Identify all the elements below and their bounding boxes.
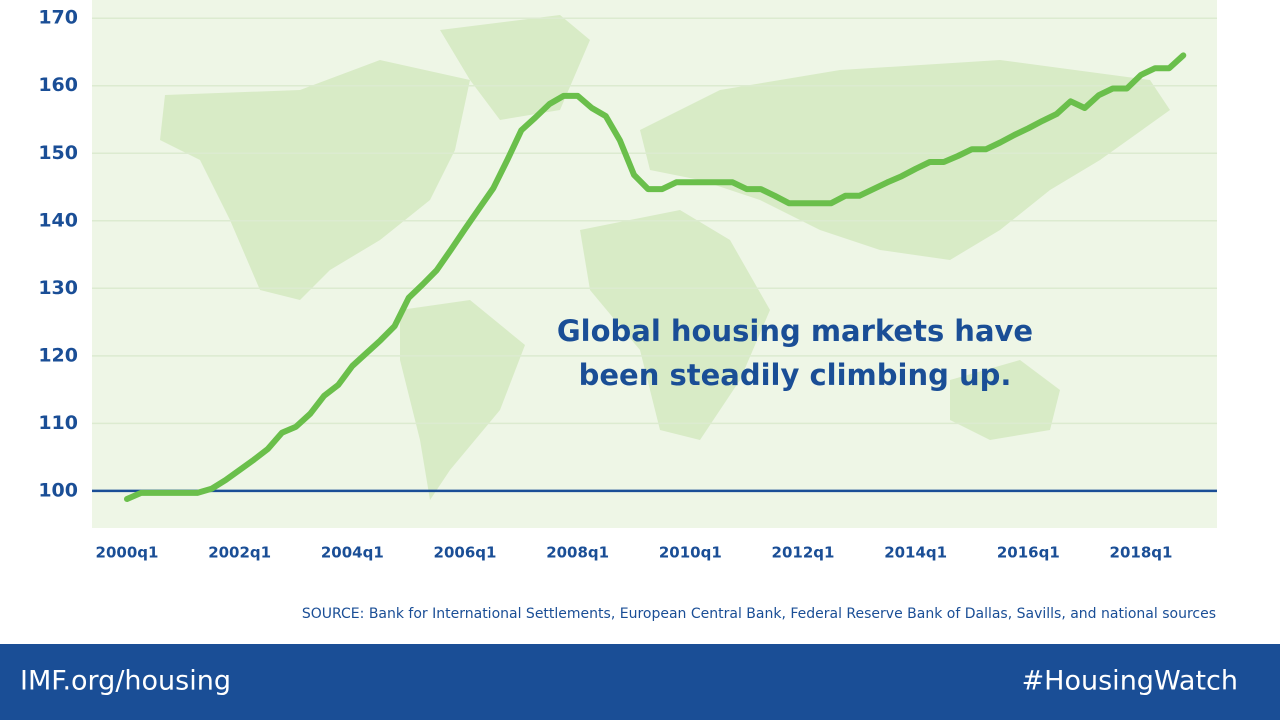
y-tick-label: 120 — [38, 344, 78, 366]
annotation: Global housing markets have — [557, 314, 1033, 348]
world-map — [160, 15, 1170, 500]
y-tick-label: 170 — [38, 7, 78, 29]
x-tick-label: 2016q1 — [997, 544, 1060, 562]
x-tick-label: 2008q1 — [546, 544, 609, 562]
x-tick-label: 2004q1 — [321, 544, 384, 562]
y-tick-label: 150 — [38, 142, 78, 164]
x-tick-label: 2000q1 — [96, 544, 159, 562]
x-tick-label: 2012q1 — [772, 544, 835, 562]
annotation: been steadily climbing up. — [579, 358, 1012, 392]
x-tick-label: 2010q1 — [659, 544, 722, 562]
x-tick-label: 2002q1 — [208, 544, 271, 562]
footer-bar — [0, 644, 1280, 720]
x-tick-label: 2018q1 — [1110, 544, 1173, 562]
x-tick-label: 2014q1 — [884, 544, 947, 562]
y-tick-label: 130 — [38, 277, 78, 299]
x-tick-label: 2006q1 — [434, 544, 497, 562]
y-tick-label: 110 — [38, 412, 78, 434]
y-tick-label: 160 — [38, 74, 78, 96]
source-note: SOURCE: Bank for International Settlemen… — [302, 606, 1216, 622]
footer-hashtag: #HousingWatch — [1022, 666, 1238, 697]
y-tick-label: 100 — [38, 479, 78, 501]
y-tick-label: 140 — [38, 209, 78, 231]
data-line — [124, 52, 1187, 502]
footer-link: IMF.org/housing — [20, 666, 231, 697]
